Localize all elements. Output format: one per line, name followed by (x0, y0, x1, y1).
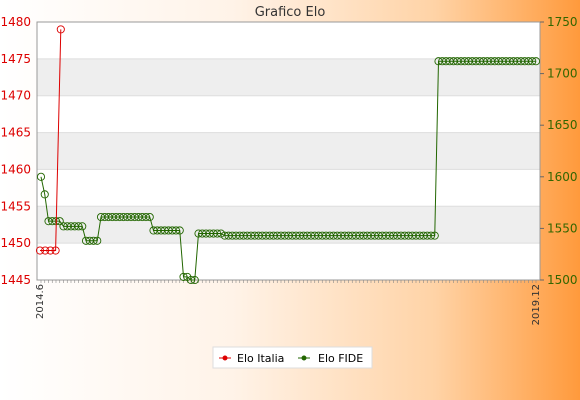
legend-box (212, 346, 373, 369)
elo-fide-point (40, 190, 49, 199)
y-right-tick-label: 1650 (547, 118, 578, 132)
right-axis: 1500 1550 1600 1650 1700 1750 (540, 15, 578, 287)
grid-band (37, 206, 540, 244)
elo-italia-point (35, 246, 45, 255)
elo-fide-point (141, 212, 151, 222)
series-elo-fide (36, 57, 541, 285)
y-left-tick-label: 1450 (0, 236, 31, 250)
elo-italia-point (41, 246, 50, 255)
legend-fide-marker (301, 355, 307, 361)
legend: Elo Italia Elo FIDE (212, 346, 373, 369)
elo-fide-point (528, 57, 537, 66)
series-elo-italia (35, 25, 65, 255)
elo-fide-point (175, 226, 184, 235)
y-left-tick-label: 1460 (0, 162, 31, 176)
y-left-tick-label: 1445 (0, 273, 31, 287)
elo-fide-point (186, 275, 196, 285)
elo-fide-point (145, 212, 154, 222)
x-axis: 2014.6 2019.12 (35, 280, 542, 325)
elo-fide-point (190, 275, 199, 285)
chart-title: Grafico Elo (255, 5, 326, 20)
y-left-tick-label: 1465 (0, 126, 31, 140)
y-right-tick-label: 1750 (547, 15, 578, 29)
elo-fide-point (93, 236, 102, 245)
elo-fide-point (89, 236, 98, 245)
y-right-tick-label: 1550 (547, 221, 578, 235)
legend-italia-label: Elo Italia (237, 352, 284, 365)
elo-fide-point (430, 231, 439, 240)
grid-band (37, 132, 540, 170)
legend-italia-marker (222, 355, 228, 361)
y-left-tick-label: 1480 (0, 15, 31, 29)
elo-fide-point (213, 229, 222, 238)
elo-italia-point (51, 246, 60, 255)
y-right-tick-label: 1600 (547, 170, 578, 184)
x-tick-label-first: 2014.6 (35, 284, 46, 319)
elo-fide-point (171, 226, 181, 235)
elo-fide-point (179, 272, 188, 281)
y-left-tick-label: 1455 (0, 199, 31, 213)
elo-fide-point (216, 229, 226, 238)
y-left-tick-label: 1475 (0, 52, 31, 66)
elo-fide-point (36, 172, 46, 181)
y-left-tick-label: 1470 (0, 89, 31, 103)
elo-fide-point (426, 231, 436, 240)
elo-fide-point (78, 222, 87, 231)
elo-fide-point (74, 222, 83, 231)
legend-fide-label: Elo FIDE (318, 352, 363, 365)
elo-italia-point (46, 246, 55, 255)
y-right-tick-label: 1700 (547, 67, 578, 81)
elo-italia-point (56, 25, 65, 34)
y-right-tick-label: 1500 (547, 273, 578, 287)
x-tick-label-last: 2019.12 (531, 284, 542, 325)
elo-fide-point (531, 57, 541, 66)
left-axis: 1445 1450 1455 1460 1465 1470 1475 1480 (0, 15, 31, 287)
